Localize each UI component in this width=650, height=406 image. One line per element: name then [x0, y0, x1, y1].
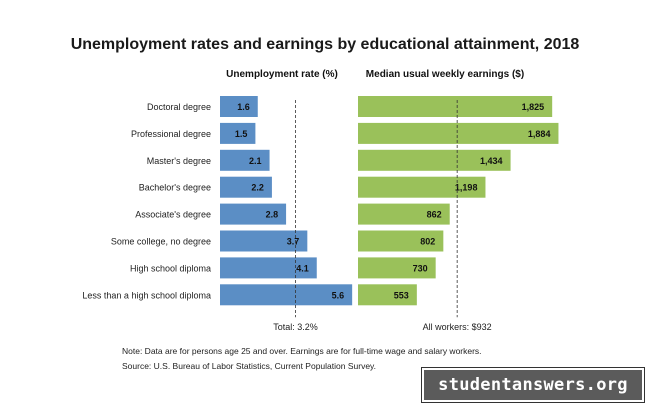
unemployment-data-label: 4.1 — [296, 263, 309, 273]
unemployment-data-label: 2.1 — [249, 156, 262, 166]
chart-title: Unemployment rates and earnings by educa… — [70, 36, 580, 53]
earnings-bar — [358, 176, 486, 198]
earnings-bar — [358, 284, 417, 306]
unemployment-data-label: 5.6 — [332, 290, 345, 300]
earnings-data-label: 1,825 — [522, 102, 545, 112]
earnings-data-label: 730 — [413, 263, 428, 273]
category-label: Bachelor's degree — [139, 183, 211, 193]
unemployment-data-label: 2.8 — [266, 210, 279, 220]
unemployment-bar — [220, 230, 308, 252]
unemployment-bar — [220, 122, 256, 144]
earnings-bar — [358, 203, 450, 225]
earnings-bar — [358, 122, 559, 144]
earnings-bar — [358, 257, 436, 279]
unemployment-reference-label: Total: 3.2% — [273, 322, 318, 332]
unemployment-data-label: 3.7 — [287, 237, 300, 247]
earnings-header: Median usual weekly earnings ($) — [366, 69, 524, 80]
earnings-data-label: 802 — [420, 237, 435, 247]
unemployment-header: Unemployment rate (%) — [226, 69, 338, 80]
footnote-note: Note: Data are for persons age 25 and ov… — [122, 346, 482, 356]
category-label: Master's degree — [147, 156, 211, 166]
earnings-bar — [358, 149, 511, 171]
unemployment-bar — [220, 149, 270, 171]
unemployment-data-label: 1.6 — [237, 102, 250, 112]
unemployment-bar — [220, 176, 272, 198]
unemployment-bar — [220, 96, 258, 117]
watermark-logo: studentanswers.org — [421, 367, 645, 403]
category-label: Professional degree — [131, 129, 211, 139]
earnings-bar — [358, 230, 444, 252]
earnings-data-label: 1,434 — [480, 156, 503, 166]
category-label: Less than a high school diploma — [82, 290, 211, 300]
earnings-data-label: 1,198 — [455, 183, 478, 193]
unemployment-data-label: 1.5 — [235, 129, 248, 139]
unemployment-bar — [220, 257, 317, 279]
category-label: High school diploma — [130, 263, 211, 273]
category-label: Associate's degree — [135, 210, 211, 220]
footnote-source: Source: U.S. Bureau of Labor Statistics,… — [122, 361, 377, 371]
earnings-reference-label: All workers: $932 — [423, 322, 492, 332]
earnings-data-label: 553 — [394, 290, 409, 300]
category-label: Doctoral degree — [147, 102, 211, 112]
earnings-data-label: 1,884 — [528, 129, 551, 139]
earnings-bar — [358, 96, 553, 117]
earnings-data-label: 862 — [427, 210, 442, 220]
category-label: Some college, no degree — [111, 237, 211, 247]
unemployment-bar — [220, 284, 353, 306]
unemployment-bar — [220, 203, 287, 225]
unemployment-data-label: 2.2 — [251, 183, 264, 193]
